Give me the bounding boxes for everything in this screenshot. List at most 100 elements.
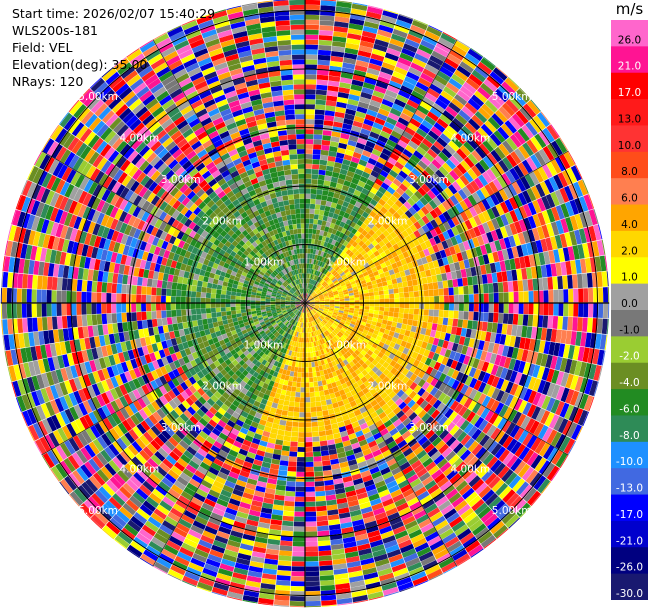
velocity-cell [305,19,320,25]
velocity-cell [380,66,394,76]
velocity-cell [459,85,474,98]
velocity-cell [326,434,334,441]
velocity-cell [379,169,389,178]
velocity-cell [488,283,494,293]
velocity-cell [458,311,464,320]
velocity-cell [320,225,326,231]
velocity-cell [409,215,418,224]
velocity-cell [472,320,478,330]
velocity-cell [390,231,398,239]
velocity-cell [389,182,399,191]
velocity-cell [312,164,320,170]
velocity-cell [424,63,439,75]
velocity-cell [305,0,321,5]
velocity-cell [315,194,322,200]
velocity-cell [345,271,351,276]
velocity-cell [371,232,379,240]
velocity-cell [471,69,486,83]
velocity-cell [425,212,434,222]
velocity-cell [314,254,318,260]
velocity-cell [519,87,531,100]
velocity-cell [289,371,295,377]
velocity-cell [465,77,480,91]
velocity-cell [373,291,379,296]
velocity-cell [357,137,367,145]
velocity-cell [483,312,489,322]
velocity-cell [314,119,324,125]
velocity-cell [454,69,469,82]
velocity-cell [389,298,395,303]
velocity-cell [315,495,326,502]
velocity-cell [305,427,312,433]
velocity-cell [317,59,330,66]
velocity-cell [389,307,395,313]
velocity-cell [464,102,478,115]
velocity-cell [558,303,564,316]
velocity-cell [311,174,319,180]
velocity-cell [319,435,327,442]
velocity-cell [322,252,328,258]
velocity-cell [369,253,376,260]
velocity-cell [305,501,316,507]
velocity-cell [470,47,484,58]
velocity-cell [325,201,332,207]
velocity-cell [361,236,368,244]
velocity-cell [463,303,469,312]
velocity-cell [533,290,539,303]
velocity-cell [371,48,386,57]
velocity-cell [374,178,384,187]
velocity-cell [317,530,330,537]
velocity-cell [399,297,405,303]
velocity-cell [394,24,410,34]
velocity-cell [577,317,583,332]
velocity-cell [305,516,317,522]
velocity-cell [387,112,400,122]
velocity-cell [328,150,337,157]
velocity-cell [364,306,370,310]
velocity-cell [319,159,328,166]
velocity-cell [312,229,317,235]
velocity-cell [312,446,321,452]
velocity-cell [478,312,484,322]
velocity-cell [312,292,316,297]
velocity-cell [394,298,400,303]
velocity-cell [326,196,333,203]
velocity-cell [582,317,588,332]
velocity-cell [294,397,301,403]
velocity-cell [355,142,366,150]
velocity-cell [486,322,493,333]
velocity-cell [300,342,303,348]
velocity-cell [347,203,355,210]
velocity-cell [454,303,459,311]
velocity-cell [362,82,376,90]
velocity-cell [313,287,318,292]
velocity-cell [430,186,440,197]
velocity-cell [309,382,314,388]
velocity-cell [307,294,311,299]
velocity-cell [329,207,336,214]
velocity-cell [322,275,327,280]
velocity-cell [335,219,342,226]
velocity-cell [342,252,348,259]
velocity-cell [297,367,302,373]
velocity-cell [455,113,468,126]
velocity-cell [316,406,323,412]
velocity-cell [477,127,490,140]
velocity-cell [341,273,347,279]
velocity-cell [583,303,589,318]
velocity-cell [596,271,603,287]
velocity-cell [313,456,322,462]
velocity-cell [413,86,427,96]
velocity-cell [305,432,312,438]
velocity-cell [290,441,298,447]
velocity-cell [336,101,347,109]
velocity-cell [379,152,390,161]
velocity-cell [497,126,510,140]
velocity-cell [309,297,314,301]
velocity-cell [308,372,313,378]
velocity-cell [305,248,308,254]
velocity-cell [598,287,604,303]
velocity-cell [408,206,417,216]
velocity-cell [436,193,446,204]
velocity-cell [345,263,352,269]
